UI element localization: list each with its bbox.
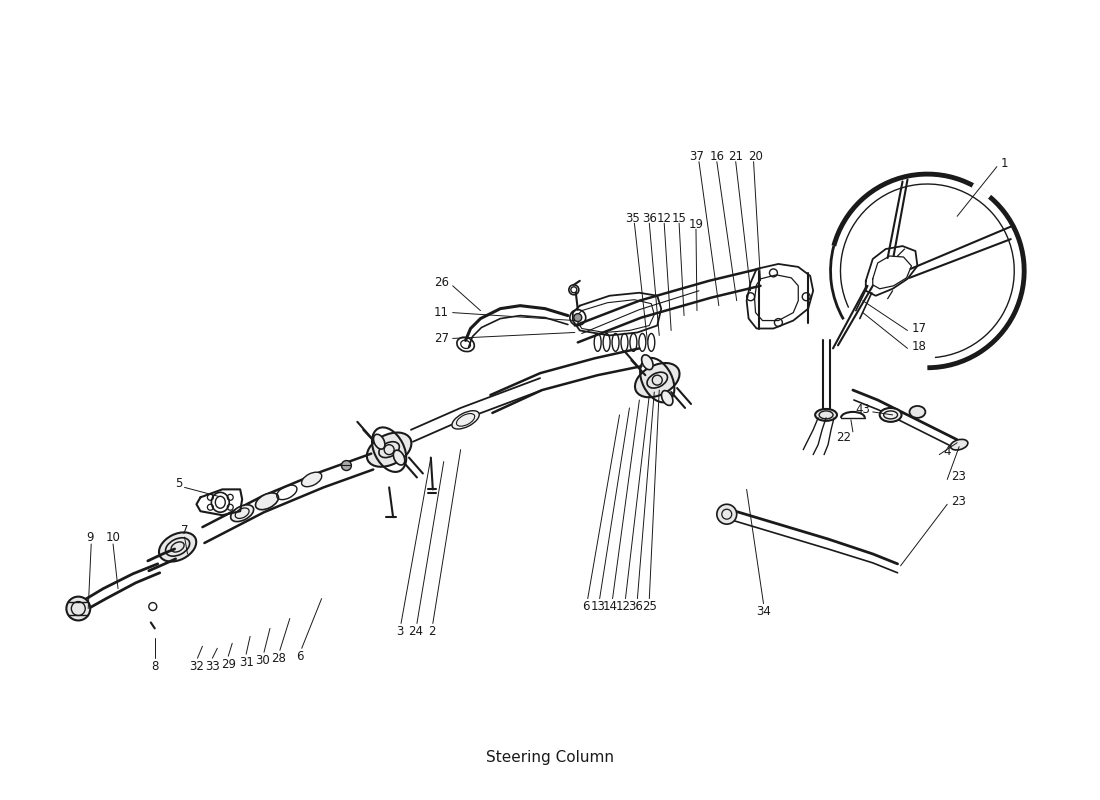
- Text: 12: 12: [616, 600, 631, 613]
- Text: 8: 8: [151, 660, 158, 673]
- Text: 37: 37: [690, 150, 704, 163]
- Text: 23: 23: [952, 470, 966, 483]
- Text: 33: 33: [205, 660, 220, 673]
- Ellipse shape: [661, 390, 673, 406]
- Text: 4: 4: [943, 445, 950, 458]
- Text: 11: 11: [433, 306, 449, 319]
- Ellipse shape: [255, 493, 278, 510]
- Text: 20: 20: [748, 150, 763, 163]
- Text: 1: 1: [1001, 157, 1009, 170]
- Ellipse shape: [641, 355, 653, 370]
- Text: 28: 28: [272, 652, 286, 665]
- Ellipse shape: [160, 532, 196, 562]
- Text: 32: 32: [189, 660, 204, 673]
- Text: 18: 18: [912, 340, 926, 353]
- Text: 24: 24: [408, 625, 424, 638]
- Circle shape: [574, 314, 582, 322]
- Ellipse shape: [910, 406, 925, 418]
- Text: 29: 29: [221, 658, 235, 670]
- Ellipse shape: [815, 409, 837, 421]
- Text: 13: 13: [591, 600, 605, 613]
- Text: 36: 36: [628, 600, 642, 613]
- Text: 21: 21: [728, 150, 744, 163]
- Text: 26: 26: [433, 276, 449, 290]
- Text: 19: 19: [689, 218, 704, 230]
- Text: Steering Column: Steering Column: [486, 750, 614, 765]
- Text: 43: 43: [855, 403, 870, 417]
- Text: 10: 10: [106, 530, 121, 543]
- Text: 15: 15: [672, 212, 686, 225]
- Circle shape: [341, 461, 351, 470]
- Text: 2: 2: [428, 625, 436, 638]
- Ellipse shape: [950, 439, 968, 450]
- Text: 14: 14: [603, 600, 618, 613]
- Ellipse shape: [366, 433, 411, 466]
- Text: 25: 25: [642, 600, 657, 613]
- Text: 3: 3: [396, 625, 404, 638]
- Ellipse shape: [452, 410, 480, 429]
- Text: 12: 12: [657, 212, 672, 225]
- Ellipse shape: [301, 472, 322, 486]
- Circle shape: [66, 597, 90, 621]
- Text: 7: 7: [180, 523, 188, 537]
- Ellipse shape: [880, 408, 902, 422]
- Text: 35: 35: [625, 212, 640, 225]
- Ellipse shape: [231, 505, 254, 522]
- Text: 17: 17: [912, 322, 926, 335]
- Text: 5: 5: [175, 477, 183, 490]
- Text: 6: 6: [582, 600, 590, 613]
- Text: 9: 9: [87, 530, 94, 543]
- Text: 16: 16: [710, 150, 724, 163]
- Circle shape: [717, 504, 737, 524]
- Text: 23: 23: [952, 494, 966, 508]
- Text: 34: 34: [756, 605, 771, 618]
- Ellipse shape: [635, 363, 680, 398]
- Text: 27: 27: [433, 332, 449, 345]
- Text: 30: 30: [255, 654, 271, 666]
- Ellipse shape: [374, 434, 385, 449]
- Ellipse shape: [394, 450, 405, 465]
- Text: 31: 31: [239, 656, 254, 669]
- Text: 6: 6: [296, 650, 304, 662]
- Text: 36: 36: [642, 212, 657, 225]
- Text: 22: 22: [836, 431, 851, 444]
